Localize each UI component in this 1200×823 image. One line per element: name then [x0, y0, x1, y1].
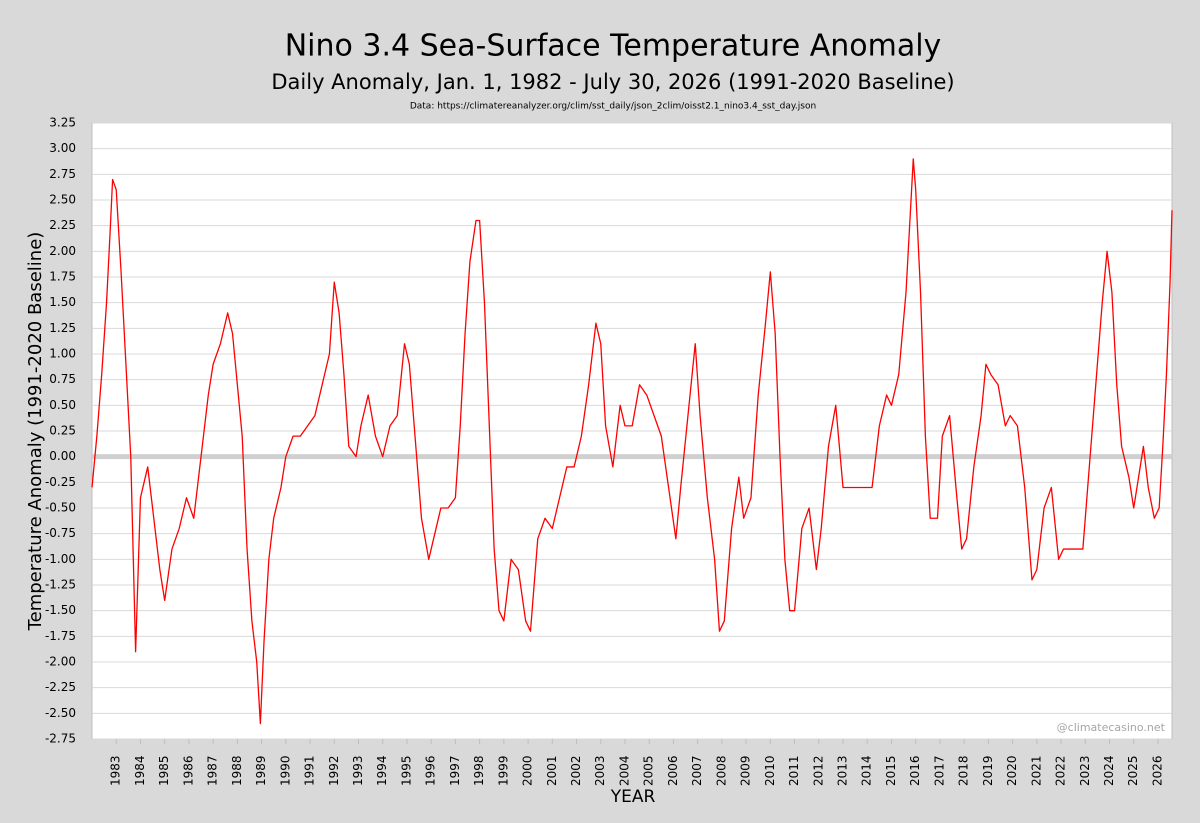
y-tick-label: 2.25: [49, 218, 76, 232]
x-tick-label: 1992: [327, 755, 341, 786]
y-tick-label: 2.50: [49, 193, 76, 207]
y-tick-label: 3.00: [49, 141, 76, 155]
x-tick-label: 2023: [1078, 755, 1092, 786]
y-tick-label: 0.50: [49, 398, 76, 412]
y-tick-label: -0.25: [45, 475, 76, 489]
x-tick-label: 2021: [1029, 755, 1043, 786]
y-tick-label: 0.25: [49, 424, 76, 438]
y-tick-label: 1.50: [49, 295, 76, 309]
x-tick-label: 2016: [908, 755, 922, 786]
x-tick-label: 1994: [375, 755, 389, 786]
y-tick-label: -0.75: [45, 526, 76, 540]
x-tick-label: 1989: [254, 755, 268, 786]
x-tick-label: 1998: [472, 755, 486, 786]
x-tick-label: 1983: [109, 755, 123, 786]
x-tick-label: 2013: [836, 755, 850, 786]
y-tick-label: 1.25: [49, 321, 76, 335]
y-tick-label: -2.50: [45, 706, 76, 720]
x-tick-label: 2017: [932, 755, 946, 786]
x-tick-label: 2001: [545, 755, 559, 786]
x-tick-label: 2012: [811, 755, 825, 786]
x-tick-label: 2007: [690, 755, 704, 786]
x-tick-label: 2011: [787, 755, 801, 786]
y-tick-label: -1.25: [45, 578, 76, 592]
y-tick-label: 1.00: [49, 347, 76, 361]
x-tick-label: 2000: [521, 755, 535, 786]
x-tick-label: 2024: [1102, 755, 1116, 786]
x-tick-label: 2022: [1054, 755, 1068, 786]
y-tick-label: -2.25: [45, 680, 76, 694]
x-tick-label: 2002: [569, 755, 583, 786]
y-tick-label: -1.50: [45, 603, 76, 617]
x-tick-label: 2020: [1005, 755, 1019, 786]
x-tick-label: 2014: [860, 755, 874, 786]
x-tick-label: 1990: [278, 755, 292, 786]
y-tick-label: 2.75: [49, 167, 76, 181]
watermark: @climatecasino.net: [1057, 721, 1166, 734]
x-tick-label: 2006: [666, 755, 680, 786]
y-tick-label: 2.00: [49, 244, 76, 258]
y-axis-label: Temperature Anomaly (1991-2020 Baseline): [25, 232, 46, 632]
x-tick-label: 2018: [957, 755, 971, 786]
x-tick-label: 2003: [593, 755, 607, 786]
x-tick-label: 1996: [424, 755, 438, 786]
x-tick-label: 1995: [399, 755, 413, 786]
x-tick-label: 1999: [496, 755, 510, 786]
y-tick-label: 0.00: [49, 449, 76, 463]
x-tick-label: 2009: [739, 755, 753, 786]
x-tick-label: 1985: [157, 755, 171, 786]
anomaly-line: [91, 158, 1173, 725]
x-tick-label: 1987: [206, 755, 220, 786]
y-tick-label: 0.75: [49, 372, 76, 386]
x-axis-label: YEAR: [610, 787, 656, 807]
y-tick-label: 1.75: [49, 270, 76, 284]
x-tick-label: 2015: [884, 755, 898, 786]
x-tick-label: 2026: [1150, 755, 1164, 786]
x-tick-label: 1993: [351, 755, 365, 786]
x-tick-label: 2005: [642, 755, 656, 786]
x-tick-label: 2004: [617, 755, 631, 786]
y-tick-label: -2.00: [45, 655, 76, 669]
y-tick-label: 3.25: [49, 116, 76, 130]
data-source: Data: https://climatereanalyzer.org/clim…: [410, 102, 816, 112]
x-tick-label: 1986: [181, 755, 195, 786]
y-tick-label: -1.00: [45, 552, 76, 566]
x-tick-label: 2019: [981, 755, 995, 786]
y-tick-label: -2.75: [45, 732, 76, 746]
chart-title: Nino 3.4 Sea-Surface Temperature Anomaly: [285, 29, 942, 64]
x-tick-label: 2008: [714, 755, 728, 786]
x-tick-label: 1988: [230, 755, 244, 786]
x-tick-label: 1991: [303, 755, 317, 786]
x-tick-label: 2025: [1126, 755, 1140, 786]
x-tick-label: 1997: [448, 755, 462, 786]
y-tick-label: -0.50: [45, 501, 76, 515]
x-tick-label: 1984: [133, 755, 147, 786]
chart-subtitle: Daily Anomaly, Jan. 1, 1982 - July 30, 2…: [271, 70, 954, 94]
x-tick-label: 2010: [763, 755, 777, 786]
y-tick-label: -1.75: [45, 629, 76, 643]
